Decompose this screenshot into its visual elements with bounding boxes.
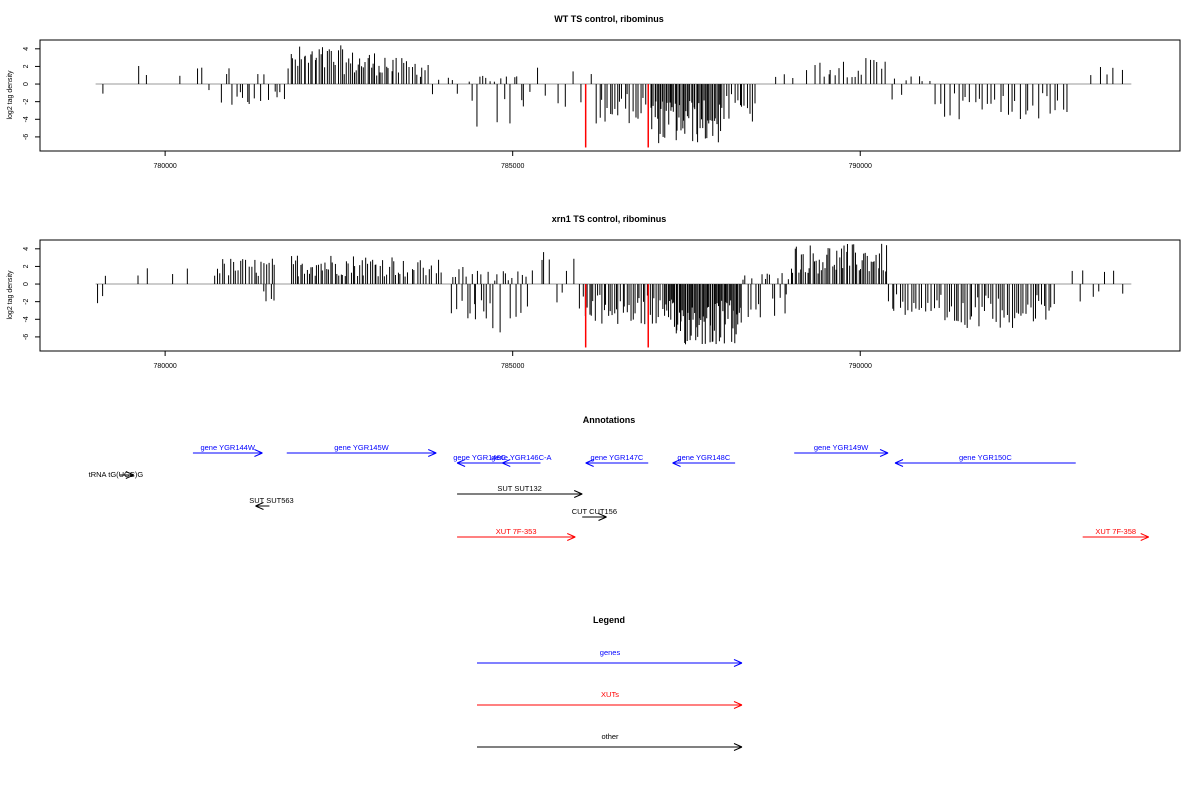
annotation-label: gene YGR148C: [677, 453, 730, 462]
x-tick-label: 780000: [153, 163, 176, 170]
x-axis-wt: 780000 785000 790000: [153, 151, 872, 170]
y-axis-label-xrn1: log2 tag density: [7, 270, 14, 320]
annotation-arrow: [192, 449, 263, 457]
annotation-label: XUT 7F-358: [1095, 527, 1136, 536]
annotation-arrow: [456, 459, 503, 467]
y-tick-label: 0: [23, 282, 30, 286]
y-axis-label-wt: log2 tag density: [7, 70, 14, 120]
density-bars-wt: [95, 45, 1132, 148]
annotation-label: gene YGR150C: [959, 453, 1012, 462]
legend-arrow: [477, 659, 743, 667]
annotation-label: SUT SUT563: [249, 496, 293, 505]
legend-label: other: [601, 732, 619, 741]
annotation-label: gene YGR144W: [200, 443, 255, 452]
y-tick-label: 2: [23, 264, 30, 268]
y-tick-label: -2: [23, 298, 30, 304]
legend-label: genes: [600, 648, 621, 657]
annotation-arrow: [286, 449, 437, 457]
annotation-arrow: [1082, 533, 1149, 541]
y-axis-xrn1: 4 2 0 -2 -4 -6: [23, 247, 40, 340]
legend-items: genes XUTs other: [477, 648, 743, 751]
panel-title-wt: WT TS control, ribominus: [554, 14, 664, 24]
annotation-arrow: [119, 471, 135, 479]
annotation-arrow: [582, 513, 607, 521]
annotation-arrow: [457, 533, 576, 541]
plot-frame-xrn1: [39, 239, 1181, 352]
annotation-label: gene YGR145W: [334, 443, 389, 452]
xrn1-density-panel: xrn1 TS control, ribominus log2 tag dens…: [7, 214, 1181, 370]
x-tick-label: 780000: [153, 363, 176, 370]
annotation-label: gene YGR147C: [591, 453, 644, 462]
annotation-arrow: [894, 459, 1076, 467]
annotation-arrow: [457, 490, 583, 498]
annotation-label: gene YGR149W: [814, 443, 869, 452]
y-tick-label: -2: [23, 98, 30, 104]
annotations-title: Annotations: [583, 415, 636, 425]
y-tick-label: 0: [23, 82, 30, 86]
wt-density-panel: WT TS control, ribominus log2 tag densit…: [7, 14, 1181, 170]
annotation-arrow: [255, 502, 270, 510]
y-tick-label: 4: [23, 47, 30, 51]
annotation-label: tRNA tG(UCC)G: [89, 470, 144, 479]
annotation-label: CUT CUT156: [572, 507, 617, 516]
y-axis-wt: 4 2 0 -2 -4 -6: [23, 47, 40, 140]
x-tick-label: 785000: [501, 163, 524, 170]
legend-title: Legend: [593, 615, 625, 625]
legend-arrow: [477, 743, 743, 751]
annotation-arrow: [672, 459, 736, 467]
y-tick-label: 4: [23, 247, 30, 251]
annotation-label: gene YGR146C: [453, 453, 506, 462]
panel-title-xrn1: xrn1 TS control, ribominus: [552, 214, 667, 224]
x-tick-label: 785000: [501, 363, 524, 370]
x-tick-label: 790000: [849, 163, 872, 170]
y-tick-label: -4: [23, 116, 30, 122]
annotation-label: gene YGR146C-A: [491, 453, 551, 462]
annotation-label: XUT 7F-353: [496, 527, 537, 536]
legend-section: Legend genes XUTs other: [477, 615, 743, 751]
legend-label: XUTs: [601, 690, 619, 699]
annotation-label: SUT SUT132: [497, 484, 541, 493]
y-tick-label: -6: [23, 334, 30, 340]
x-tick-label: 790000: [849, 363, 872, 370]
x-axis-xrn1: 780000 785000 790000: [153, 351, 872, 370]
annotation-arrow: [502, 459, 541, 467]
annotation-arrow: [794, 449, 889, 457]
density-bars-xrn1: [95, 243, 1132, 348]
y-tick-label: 2: [23, 64, 30, 68]
annotations-section: Annotations gene YGR144W gene YGR145W gene…: [89, 415, 1149, 541]
plot-frame-wt: [39, 39, 1181, 152]
annotation-arrow: [585, 459, 649, 467]
y-tick-label: -6: [23, 134, 30, 140]
legend-arrow: [477, 701, 743, 709]
y-tick-label: -4: [23, 316, 30, 322]
